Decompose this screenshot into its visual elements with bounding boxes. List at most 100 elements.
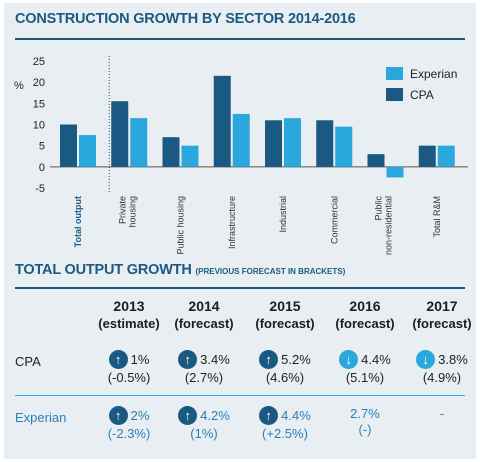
arrow-up-icon: ↑ <box>178 406 198 425</box>
bar-cpa <box>418 145 436 167</box>
bar-cpa <box>162 137 180 167</box>
y-tick-label: 10 <box>33 120 45 132</box>
cell-value: - <box>440 406 444 421</box>
x-tick-label: Total output <box>73 196 83 247</box>
arrow-up-icon: ↑ <box>259 350 279 369</box>
cell-value-text: 5.2% <box>281 352 311 367</box>
cell-value: ↑ 5.2% <box>259 350 311 369</box>
bar-cpa <box>60 124 77 167</box>
table-cell: - <box>402 406 480 421</box>
cell-previous-forecast: (1%) <box>190 426 218 441</box>
column-year: 2017 <box>426 298 458 314</box>
table-rule <box>15 287 465 289</box>
cell-previous-forecast: (+2.5%) <box>262 426 308 441</box>
cell-previous-forecast: (-0.5%) <box>107 370 151 385</box>
y-tick-label: 15 <box>33 98 45 110</box>
column-note: (forecast) <box>255 316 315 331</box>
row-separator <box>15 395 465 396</box>
table-cell: ↑ 4.2% (1%) <box>164 406 244 441</box>
column-year: 2015 <box>269 298 301 314</box>
y-tick-label: -5 <box>35 183 45 195</box>
column-note: (forecast) <box>174 316 234 331</box>
cell-value-text: 2.7% <box>350 406 380 421</box>
cell-value: ↑ 4.4% <box>259 406 311 425</box>
cell-value-text: 4.2% <box>200 408 230 423</box>
cell-previous-forecast: (4.9%) <box>422 370 462 385</box>
legend-swatch-cpa <box>386 88 403 101</box>
column-header: 2015 (forecast) <box>245 298 325 331</box>
x-tick-label: Industrial <box>278 196 288 233</box>
table-title-text: TOTAL OUTPUT GROWTH <box>15 262 192 278</box>
cell-value: 2.7% <box>350 406 380 421</box>
table-cell: ↓ 4.4% (5.1%) <box>325 350 405 385</box>
cell-value-text: 2% <box>130 408 150 423</box>
title-rule <box>15 38 465 40</box>
column-header: 2017 (forecast) <box>402 298 480 331</box>
table-cell: ↓ 3.8% (4.9%) <box>402 350 480 385</box>
x-tick-label: Public housing <box>176 196 186 255</box>
arrow-down-icon: ↓ <box>339 350 359 369</box>
legend-label-experian: Experian <box>410 67 457 81</box>
bar-cpa <box>111 101 129 167</box>
x-tick-label: Commercial <box>329 196 339 244</box>
row-label: CPA <box>15 354 41 369</box>
legend-swatch-experian <box>386 67 403 80</box>
y-tick-label: 25 <box>33 56 45 68</box>
arrow-up-icon: ↑ <box>108 350 128 369</box>
legend-label-cpa: CPA <box>410 88 434 102</box>
cell-value-text: 1% <box>130 352 150 367</box>
y-tick-label: 5 <box>39 141 45 153</box>
table-cell: ↑ 3.4% (2.7%) <box>164 350 244 385</box>
bar-experian <box>386 166 404 178</box>
bar-experian <box>79 135 96 167</box>
arrow-up-icon: ↑ <box>178 350 198 369</box>
y-tick-label: 20 <box>33 77 45 89</box>
table-cell: ↑ 4.4% (+2.5%) <box>245 406 325 441</box>
arrow-up-icon: ↑ <box>108 406 128 425</box>
bar-experian <box>130 118 148 167</box>
cell-value: ↑ 3.4% <box>178 350 230 369</box>
table-cell: ↑ 2% (-2.3%) <box>89 406 169 441</box>
arrow-down-icon: ↓ <box>416 350 436 369</box>
bar-cpa <box>367 154 385 167</box>
table-title: TOTAL OUTPUT GROWTH (PREVIOUS FORECAST I… <box>15 262 345 278</box>
arrow-up-icon: ↑ <box>259 406 279 425</box>
bar-chart: 25 20 15 10 5 0 -5% Total output Privatehousing P… <box>14 56 468 256</box>
x-tick-label: Publicnon-residential <box>374 196 394 256</box>
cell-previous-forecast: (-2.3%) <box>107 426 151 441</box>
bar-cpa <box>265 120 282 167</box>
cell-value-text: 4.4% <box>281 408 311 423</box>
bar-experian <box>284 118 301 167</box>
column-year: 2014 <box>188 298 220 314</box>
column-note: (forecast) <box>412 316 472 331</box>
table-cell: 2.7% (-) <box>325 406 405 437</box>
table-cell: ↑ 5.2% (4.6%) <box>245 350 325 385</box>
column-year: 2016 <box>349 298 381 314</box>
cell-value: ↑ 4.2% <box>178 406 230 425</box>
cell-value-text: 4.4% <box>361 352 391 367</box>
y-tick-label: 0 <box>39 162 45 174</box>
x-tick-label: Total R&M <box>432 196 442 238</box>
cell-value-text: 3.8% <box>438 352 468 367</box>
y-axis-label: % <box>14 80 24 92</box>
table-subtitle: (PREVIOUS FORECAST IN BRACKETS) <box>195 267 346 276</box>
chart-title: CONSTRUCTION GROWTH BY SECTOR 2014-2016 <box>15 11 356 27</box>
cell-value: ↓ 4.4% <box>339 350 391 369</box>
cell-previous-forecast: (5.1%) <box>345 370 385 385</box>
table-cell: ↑ 1% (-0.5%) <box>89 350 169 385</box>
cell-value: ↓ 3.8% <box>416 350 468 369</box>
column-header: 2014 (forecast) <box>164 298 244 331</box>
bar-cpa <box>213 75 231 167</box>
cell-value: ↑ 1% <box>108 350 150 369</box>
bar-experian <box>437 145 455 167</box>
x-tick-label: Infrastructure <box>227 196 237 249</box>
column-note: (forecast) <box>335 316 395 331</box>
bar-experian <box>335 126 353 167</box>
cell-previous-forecast: (-) <box>358 422 372 437</box>
cell-value-text: - <box>439 406 445 421</box>
cell-previous-forecast: (4.6%) <box>265 370 305 385</box>
bar-cpa <box>316 120 334 167</box>
cell-value: ↑ 2% <box>108 406 150 425</box>
cell-value-text: 3.4% <box>200 352 230 367</box>
